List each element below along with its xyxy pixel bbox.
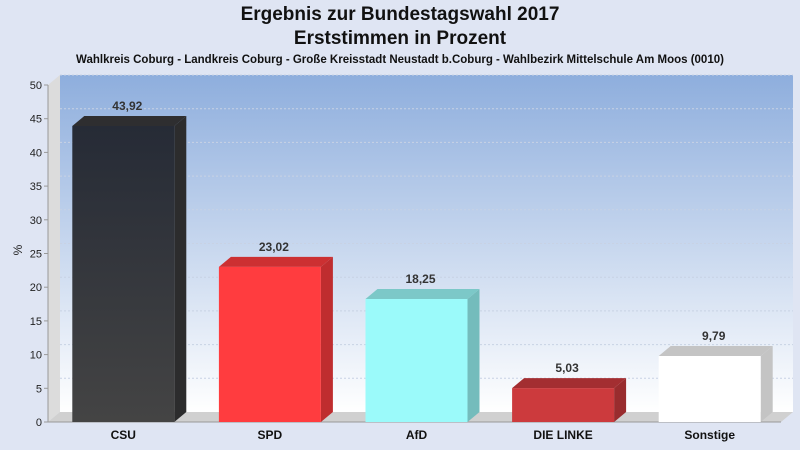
- value-label: 5,03: [555, 361, 579, 375]
- bar-top: [72, 115, 187, 126]
- y-tick-label: 10: [30, 350, 42, 362]
- y-tick-label: 5: [36, 383, 42, 395]
- x-tick-label: Sonstige: [684, 428, 735, 442]
- bar-sonstige: [658, 356, 761, 422]
- bar-side: [174, 115, 187, 423]
- chart-subtitle: Erststimmen in Prozent: [293, 28, 507, 49]
- bar-die-linke: [512, 388, 615, 422]
- y-axis-label: %: [11, 244, 25, 255]
- y-tick-label: 45: [30, 114, 42, 126]
- y-tick-label: 25: [30, 249, 42, 261]
- bar-side: [760, 346, 773, 422]
- bar-side: [614, 378, 627, 422]
- bar-top: [658, 346, 773, 357]
- chart-caption: Wahlkreis Coburg - Landkreis Coburg - Gr…: [76, 54, 724, 66]
- bar-spd: [218, 266, 321, 422]
- y-tick-label: 20: [30, 282, 42, 294]
- y-tick-label: 15: [30, 316, 42, 328]
- left-wall: [48, 75, 60, 422]
- bar-side: [320, 256, 333, 422]
- bar-top: [512, 378, 627, 389]
- bar-afd: [365, 298, 468, 422]
- y-tick-label: 35: [30, 181, 42, 193]
- x-tick-label: CSU: [111, 428, 136, 442]
- y-tick-label: 40: [30, 147, 42, 159]
- value-label: 18,25: [405, 272, 435, 286]
- x-tick-label: AfD: [406, 428, 428, 442]
- y-tick-label: 30: [30, 215, 42, 227]
- bar-top: [365, 288, 480, 299]
- x-tick-label: DIE LINKE: [533, 428, 592, 442]
- bar-side: [467, 288, 480, 422]
- bar-top: [218, 256, 333, 267]
- y-tick-label: 0: [36, 417, 42, 429]
- bar-csu: [72, 125, 175, 423]
- chart-title: Ergebnis zur Bundestagswahl 2017: [240, 4, 560, 25]
- value-label: 23,02: [259, 240, 289, 254]
- value-label: 9,79: [702, 329, 726, 343]
- y-tick-label: 50: [30, 80, 42, 92]
- value-label: 43,92: [112, 99, 142, 113]
- x-tick-label: SPD: [258, 428, 283, 442]
